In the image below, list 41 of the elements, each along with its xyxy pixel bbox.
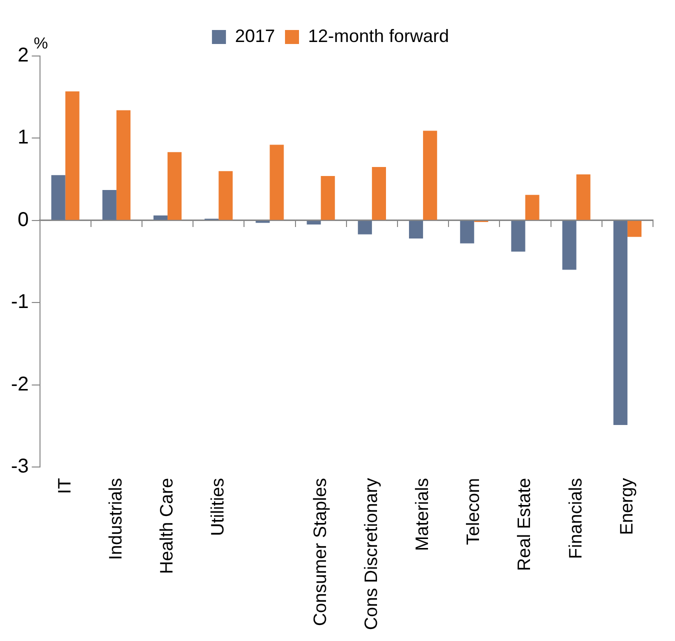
bar <box>168 152 182 220</box>
bar <box>423 130 438 220</box>
x-tick-label: Financials <box>565 478 586 559</box>
bar <box>576 174 590 220</box>
x-tick-label: Energy <box>616 478 636 535</box>
x-tick-label: Health Care <box>156 478 177 574</box>
bar <box>358 220 372 234</box>
x-tick-label: Consumer Staples <box>310 478 330 626</box>
bar <box>320 176 335 220</box>
y-tick-label: -1 <box>10 291 29 314</box>
x-tick-label: Industrials <box>105 478 126 560</box>
bar <box>153 215 168 220</box>
x-tick-label: Cons Discretionary <box>360 478 381 630</box>
bar <box>460 220 474 244</box>
bar <box>511 220 526 252</box>
bar <box>116 110 130 220</box>
legend-label: 2017 <box>234 26 275 46</box>
bar <box>627 220 642 237</box>
x-tick-label: Utilities <box>208 478 228 536</box>
x-tick-label: IT <box>54 478 74 494</box>
x-tick-label: Materials <box>412 478 432 551</box>
bar <box>102 190 116 220</box>
y-tick-label: -3 <box>10 455 29 478</box>
bar <box>306 220 321 224</box>
y-tick-label: 0 <box>18 208 29 231</box>
bar <box>51 175 66 220</box>
bar <box>218 171 233 220</box>
bar <box>372 166 386 220</box>
x-tick-label: Real Estate <box>514 478 534 572</box>
y-tick-label: -2 <box>10 373 29 396</box>
bar <box>408 220 424 238</box>
bar <box>562 220 576 270</box>
legend-label: 12-month forward <box>308 26 450 46</box>
bar <box>65 91 80 220</box>
bar <box>525 194 540 220</box>
y-tick-label: 1 <box>18 126 29 149</box>
bar <box>613 220 628 426</box>
x-tick-label: Telecom <box>463 478 484 545</box>
bar <box>270 144 284 220</box>
y-axis-title: % <box>34 35 48 52</box>
y-tick-label: 2 <box>18 44 29 67</box>
